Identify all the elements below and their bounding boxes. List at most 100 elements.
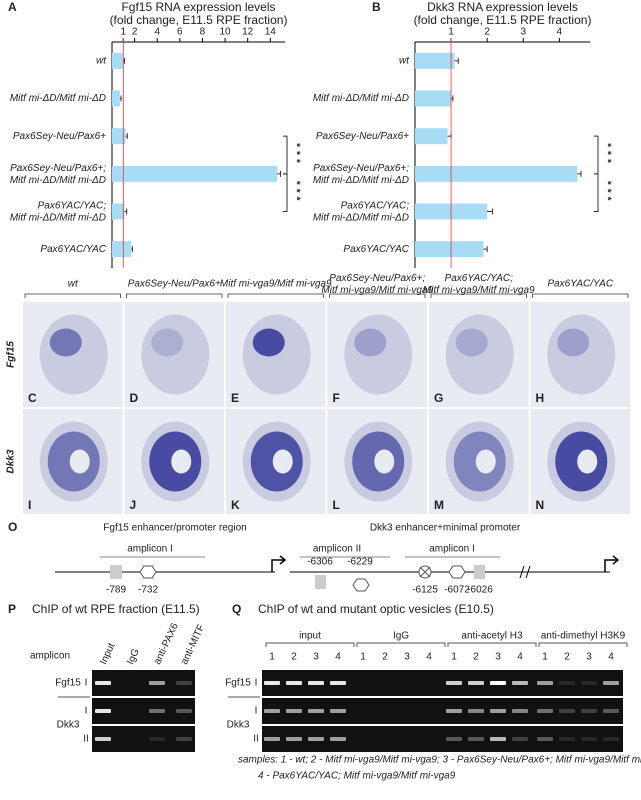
band	[330, 709, 346, 713]
band	[490, 737, 506, 741]
category-label: Pax6YAC/YAC	[40, 244, 106, 255]
significance-bracket	[594, 135, 599, 175]
site	[474, 565, 485, 579]
panel-letter: E	[231, 391, 239, 405]
band	[490, 681, 506, 685]
band	[95, 681, 111, 685]
gene-label: Dkk3	[57, 720, 80, 731]
x-tick-label: 1	[448, 27, 454, 38]
x-tick-label: 12	[242, 27, 254, 38]
tss-arrow	[604, 555, 620, 572]
site	[110, 565, 122, 579]
lane-label: 3	[495, 652, 501, 663]
bar	[415, 241, 484, 258]
band	[176, 709, 192, 713]
category-label: wt	[399, 55, 410, 66]
lane-label: 4	[608, 652, 614, 663]
panel-letter: K	[231, 498, 240, 512]
x-tick-label: 10	[220, 27, 232, 38]
break	[519, 565, 531, 579]
band	[446, 681, 462, 685]
gene-label: Fgf15	[225, 678, 251, 689]
amplicon-label: amplicon II	[313, 544, 361, 555]
lens	[69, 449, 90, 474]
band	[581, 737, 597, 741]
band	[559, 681, 575, 685]
x-tick-label: 3	[520, 27, 526, 38]
lane-label: 2	[291, 652, 297, 663]
x-tick-label: 6	[177, 27, 183, 38]
column-bracket	[532, 293, 629, 298]
band	[308, 709, 324, 713]
category-label: Mitf mi-ΔD/Mitf mi-ΔD	[10, 93, 106, 104]
gel-title: ChIP of wt RPE fraction (E11.5)	[32, 602, 200, 616]
chart-title: Dkk3 RNA expression levels	[427, 0, 578, 14]
site	[139, 565, 157, 579]
band	[264, 681, 280, 685]
lane-label: anti-MITF	[179, 623, 207, 666]
samples-caption: samples: 1 - wt; 2 - Mitf mi-vga9/Mitf m…	[238, 755, 641, 766]
site	[448, 565, 466, 579]
category-label: Pax6YAC/YAC; Mitf mi-ΔD/Mitf mi-ΔD	[313, 200, 409, 223]
panel-letter: F	[333, 391, 340, 405]
band	[537, 709, 553, 713]
panel-letter: H	[536, 391, 545, 405]
tissue	[141, 314, 210, 395]
category-label: Pax6YAC/YAC; Mitf mi-ΔD/Mitf mi-ΔD	[10, 200, 106, 223]
panel-letter: M	[434, 498, 444, 512]
lane-label: 2	[473, 652, 479, 663]
band	[603, 737, 619, 741]
site-label: -6026	[467, 585, 493, 596]
panel-letter: D	[130, 391, 139, 405]
band	[468, 709, 484, 713]
band	[512, 709, 528, 713]
band	[603, 709, 619, 713]
amplicon-label: I	[85, 706, 88, 717]
x-tick-label: 4	[557, 27, 563, 38]
lane-label: 1	[542, 652, 548, 663]
bar	[112, 52, 124, 69]
category-label: Pax6Sey-Neu/Pax6+; Mitf mi-ΔD/Mitf mi-ΔD	[313, 162, 409, 185]
band	[286, 681, 302, 685]
band	[581, 681, 597, 685]
row-label: Fgf15	[6, 341, 17, 368]
significance-bracket	[594, 173, 599, 212]
band	[95, 709, 111, 713]
site-label: -732	[138, 585, 158, 596]
band	[176, 681, 192, 685]
band	[176, 737, 192, 741]
category-label: Pax6Sey-Neu/Pax6+; Mitf mi-ΔD/Mitf mi-ΔD	[10, 162, 106, 185]
band	[264, 737, 280, 741]
band	[149, 737, 165, 741]
panel-letter: L	[333, 498, 340, 512]
diagram-title: Fgf15 enhancer/promoter region	[103, 523, 246, 534]
column-header: Mitf mi-vga9/Mitf mi-vga9	[220, 279, 332, 290]
panel-letter: A	[8, 0, 17, 14]
panel-letter: J	[130, 498, 137, 512]
panel-letter: C	[28, 391, 37, 405]
significance-bracket	[283, 135, 288, 175]
gene-label: Dkk3	[227, 720, 250, 731]
bar	[112, 128, 126, 145]
column-header: Pax6Sey-Neu/Pax6+	[128, 279, 221, 290]
chart-subtitle: (fold change, E11.5 RPE fraction)	[414, 13, 592, 27]
band	[330, 737, 346, 741]
band	[559, 737, 575, 741]
lane-label: Input	[98, 641, 117, 666]
row-label: Dkk3	[6, 449, 17, 473]
group-label: input	[299, 631, 321, 642]
stain	[49, 328, 82, 357]
x-tick-label: 4	[154, 27, 160, 38]
lane-label: 2	[382, 652, 388, 663]
lane-label: 4	[426, 652, 432, 663]
stain	[252, 328, 285, 357]
lane-label: 2	[564, 652, 570, 663]
x-tick-label: 1	[121, 27, 127, 38]
bar	[415, 90, 452, 107]
bar	[415, 52, 455, 69]
diagram-title: Dkk3 enhancer+minimal promoter	[370, 523, 521, 534]
x-tick-label: 2	[132, 27, 138, 38]
band	[149, 681, 165, 685]
site-label: -789	[106, 585, 126, 596]
x-tick-label: 14	[265, 27, 277, 38]
